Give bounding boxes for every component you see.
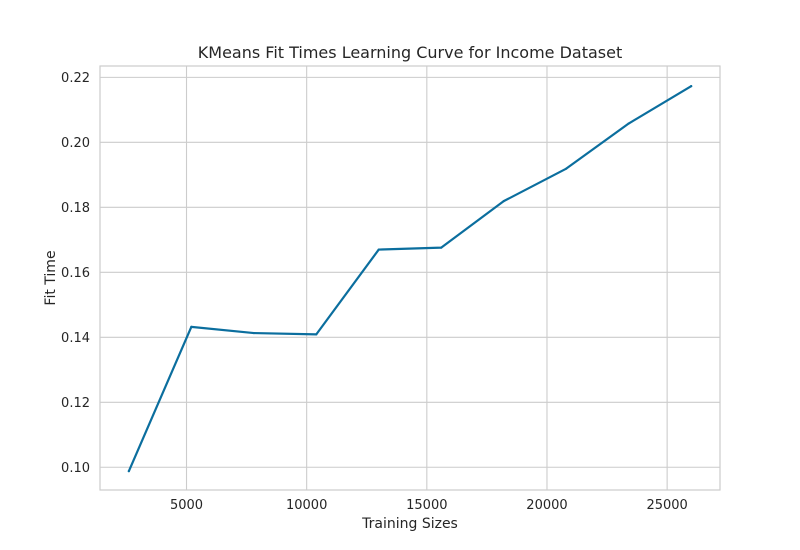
plot-frame [99,65,721,491]
y-tick-label: 0.10 [61,461,90,476]
x-tick-label: 25000 [646,498,687,513]
data-point [190,325,193,328]
y-tick-label: 0.16 [61,266,90,281]
series-line-fit-time [127,85,693,473]
data-point [127,470,130,473]
x-gridlines [185,66,668,490]
y-axis-label: Fit Time [43,250,59,305]
y-tick-label: 0.22 [61,71,90,86]
data-point [252,331,255,335]
data-point [440,246,443,249]
y-tick-label: 0.20 [61,136,90,151]
y-tick-label: 0.14 [61,331,90,346]
data-point [502,200,505,203]
data-point [377,248,380,251]
x-tick-label: 20000 [526,498,567,513]
data-point [627,122,630,125]
y-gridlines [100,76,720,468]
x-tick-label: 5000 [170,498,203,513]
series-layer [127,85,693,473]
y-tick-label: 0.12 [61,396,90,411]
x-tick-labels: 5000 10000 15000 20000 25000 [170,498,688,513]
y-tick-label: 0.18 [61,201,90,216]
plot-background [100,66,720,490]
data-point [690,85,693,88]
data-point [565,167,568,170]
data-point [315,333,318,336]
x-axis-label: Training Sizes [361,516,458,532]
chart-title: KMeans Fit Times Learning Curve for Inco… [198,43,622,62]
x-tick-label: 10000 [286,498,327,513]
y-tick-labels: 0.10 0.12 0.14 0.16 0.18 0.20 0.22 [61,71,90,476]
x-tick-label: 15000 [406,498,447,513]
